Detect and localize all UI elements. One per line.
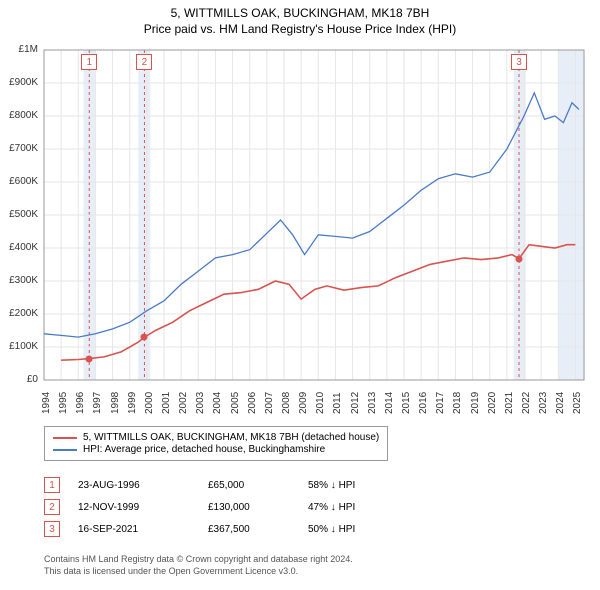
sale-marker-3: 3 [511,54,527,70]
sales-row-pct: 50% ↓ HPI [308,524,408,535]
legend-label: HPI: Average price, detached house, Buck… [83,444,325,455]
y-axis-label: £600K [2,176,38,187]
sale-point [86,355,93,362]
sales-row-marker: 1 [44,477,60,493]
x-axis-label: 1996 [75,384,86,414]
x-axis-label: 1997 [92,384,103,414]
x-axis-label: 2009 [298,384,309,414]
sales-row-date: 23-AUG-1996 [78,480,208,491]
y-axis-label: £900K [2,77,38,88]
x-axis-label: 2015 [401,384,412,414]
legend-swatch [53,437,77,439]
footer-attribution: Contains HM Land Registry data © Crown c… [44,554,353,577]
x-axis-label: 2001 [161,384,172,414]
x-axis-label: 2014 [384,384,395,414]
legend-item: 5, WITTMILLS OAK, BUCKINGHAM, MK18 7BH (… [53,432,379,443]
y-axis-label: £700K [2,143,38,154]
x-axis-label: 2010 [315,384,326,414]
y-axis-label: £0 [2,374,38,385]
footer-line-1: Contains HM Land Registry data © Crown c… [44,554,353,566]
x-axis-label: 2020 [487,384,498,414]
x-axis-label: 2022 [521,384,532,414]
x-axis-label: 2004 [212,384,223,414]
legend-label: 5, WITTMILLS OAK, BUCKINGHAM, MK18 7BH (… [83,432,379,443]
x-axis-label: 2002 [178,384,189,414]
sale-marker-1: 1 [81,54,97,70]
x-axis-label: 2017 [435,384,446,414]
sales-row: 1 23-AUG-1996£65,00058% ↓ HPI [44,474,408,496]
x-axis-label: 1995 [58,384,69,414]
x-axis-label: 1999 [127,384,138,414]
sales-row: 3 16-SEP-2021£367,50050% ↓ HPI [44,518,408,540]
x-axis-label: 2013 [367,384,378,414]
x-axis-label: 2019 [470,384,481,414]
footer-line-2: This data is licensed under the Open Gov… [44,566,353,578]
y-axis-label: £1M [2,44,38,55]
x-axis-label: 1994 [41,384,52,414]
x-axis-label: 2018 [452,384,463,414]
x-axis-label: 2008 [281,384,292,414]
x-axis-label: 2000 [144,384,155,414]
x-axis-label: 2006 [247,384,258,414]
sale-point [516,255,523,262]
y-axis-label: £400K [2,242,38,253]
y-axis-label: £800K [2,110,38,121]
sales-row-pct: 47% ↓ HPI [308,502,408,513]
sales-row-date: 16-SEP-2021 [78,524,208,535]
x-axis-label: 2005 [230,384,241,414]
y-axis-label: £300K [2,275,38,286]
sales-row-price: £367,500 [208,524,308,535]
x-axis-label: 2007 [264,384,275,414]
x-axis-label: 1998 [110,384,121,414]
sales-row-date: 12-NOV-1999 [78,502,208,513]
y-axis-label: £500K [2,209,38,220]
legend-box: 5, WITTMILLS OAK, BUCKINGHAM, MK18 7BH (… [44,426,388,461]
x-axis-label: 2025 [572,384,583,414]
x-axis-label: 2023 [538,384,549,414]
y-axis-label: £100K [2,341,38,352]
x-axis-label: 2024 [555,384,566,414]
sales-row-marker: 2 [44,499,60,515]
sales-table: 1 23-AUG-1996£65,00058% ↓ HPI 2 12-NOV-1999… [44,474,408,540]
x-axis-label: 2016 [418,384,429,414]
sale-point [141,334,148,341]
sales-row-price: £65,000 [208,480,308,491]
sale-marker-2: 2 [136,54,152,70]
sales-row-price: £130,000 [208,502,308,513]
x-axis-label: 2011 [332,384,343,414]
sales-row: 2 12-NOV-1999£130,00047% ↓ HPI [44,496,408,518]
sales-row-pct: 58% ↓ HPI [308,480,408,491]
legend-swatch [53,449,77,451]
x-axis-label: 2003 [195,384,206,414]
x-axis-label: 2021 [504,384,515,414]
legend-item: HPI: Average price, detached house, Buck… [53,444,379,455]
x-axis-label: 2012 [350,384,361,414]
sales-row-marker: 3 [44,521,60,537]
y-axis-label: £200K [2,308,38,319]
